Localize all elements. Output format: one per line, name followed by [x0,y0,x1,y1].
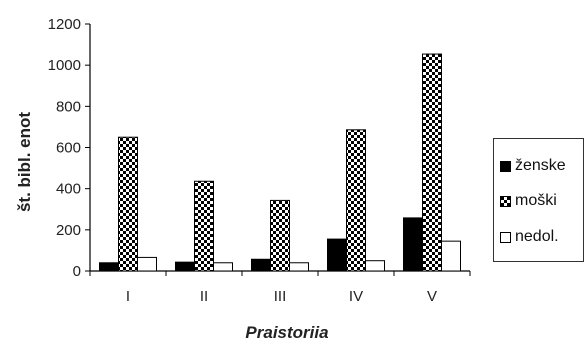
x-tick-label: V [427,288,437,305]
bar-moski-I [119,137,138,271]
bar-zenske-II [176,262,195,271]
y-tick-label: 0 [73,263,81,280]
bar-nedol-II [214,263,233,271]
y-tick-label: 200 [56,222,81,239]
x-tick-label: II [200,288,208,305]
legend-swatch-moski [500,196,511,207]
y-tick-label: 600 [56,140,81,157]
x-axis-label: Praistoriia [245,323,328,342]
x-tick-label: IV [349,288,363,305]
bar-zenske-V [404,218,423,271]
bar-zenske-III [252,259,271,271]
legend-item-nedol: nedol. [500,227,559,247]
y-tick-label: 800 [56,98,81,115]
bar-nedol-V [442,241,461,271]
bar-nedol-IV [366,261,385,271]
x-tick-label: III [274,288,287,305]
bar-moski-II [195,181,214,271]
bar-moski-III [271,200,290,271]
bars [100,54,461,271]
x-tick-label: I [126,288,130,305]
bar-zenske-IV [328,239,347,271]
y-tick-label: 1000 [48,57,81,74]
legend-item-moski: moški [500,191,557,211]
legend-swatch-nedol [500,232,511,243]
bar-zenske-I [100,263,119,271]
legend: ženske moški nedol. [493,138,584,262]
legend-label-moski: moški [515,192,557,210]
bar-moski-V [423,54,442,271]
bar-nedol-I [138,257,157,271]
legend-swatch-zenske [500,161,511,172]
legend-label-zenske: ženske [515,157,566,175]
legend-item-zenske: ženske [500,156,566,176]
y-axis-label: št. bibl. enot [15,112,34,212]
y-tick-label: 1200 [48,16,81,33]
bar-moski-IV [347,130,366,271]
bar-nedol-III [290,263,309,271]
legend-label-nedol: nedol. [515,228,559,246]
y-tick-label: 400 [56,181,81,198]
